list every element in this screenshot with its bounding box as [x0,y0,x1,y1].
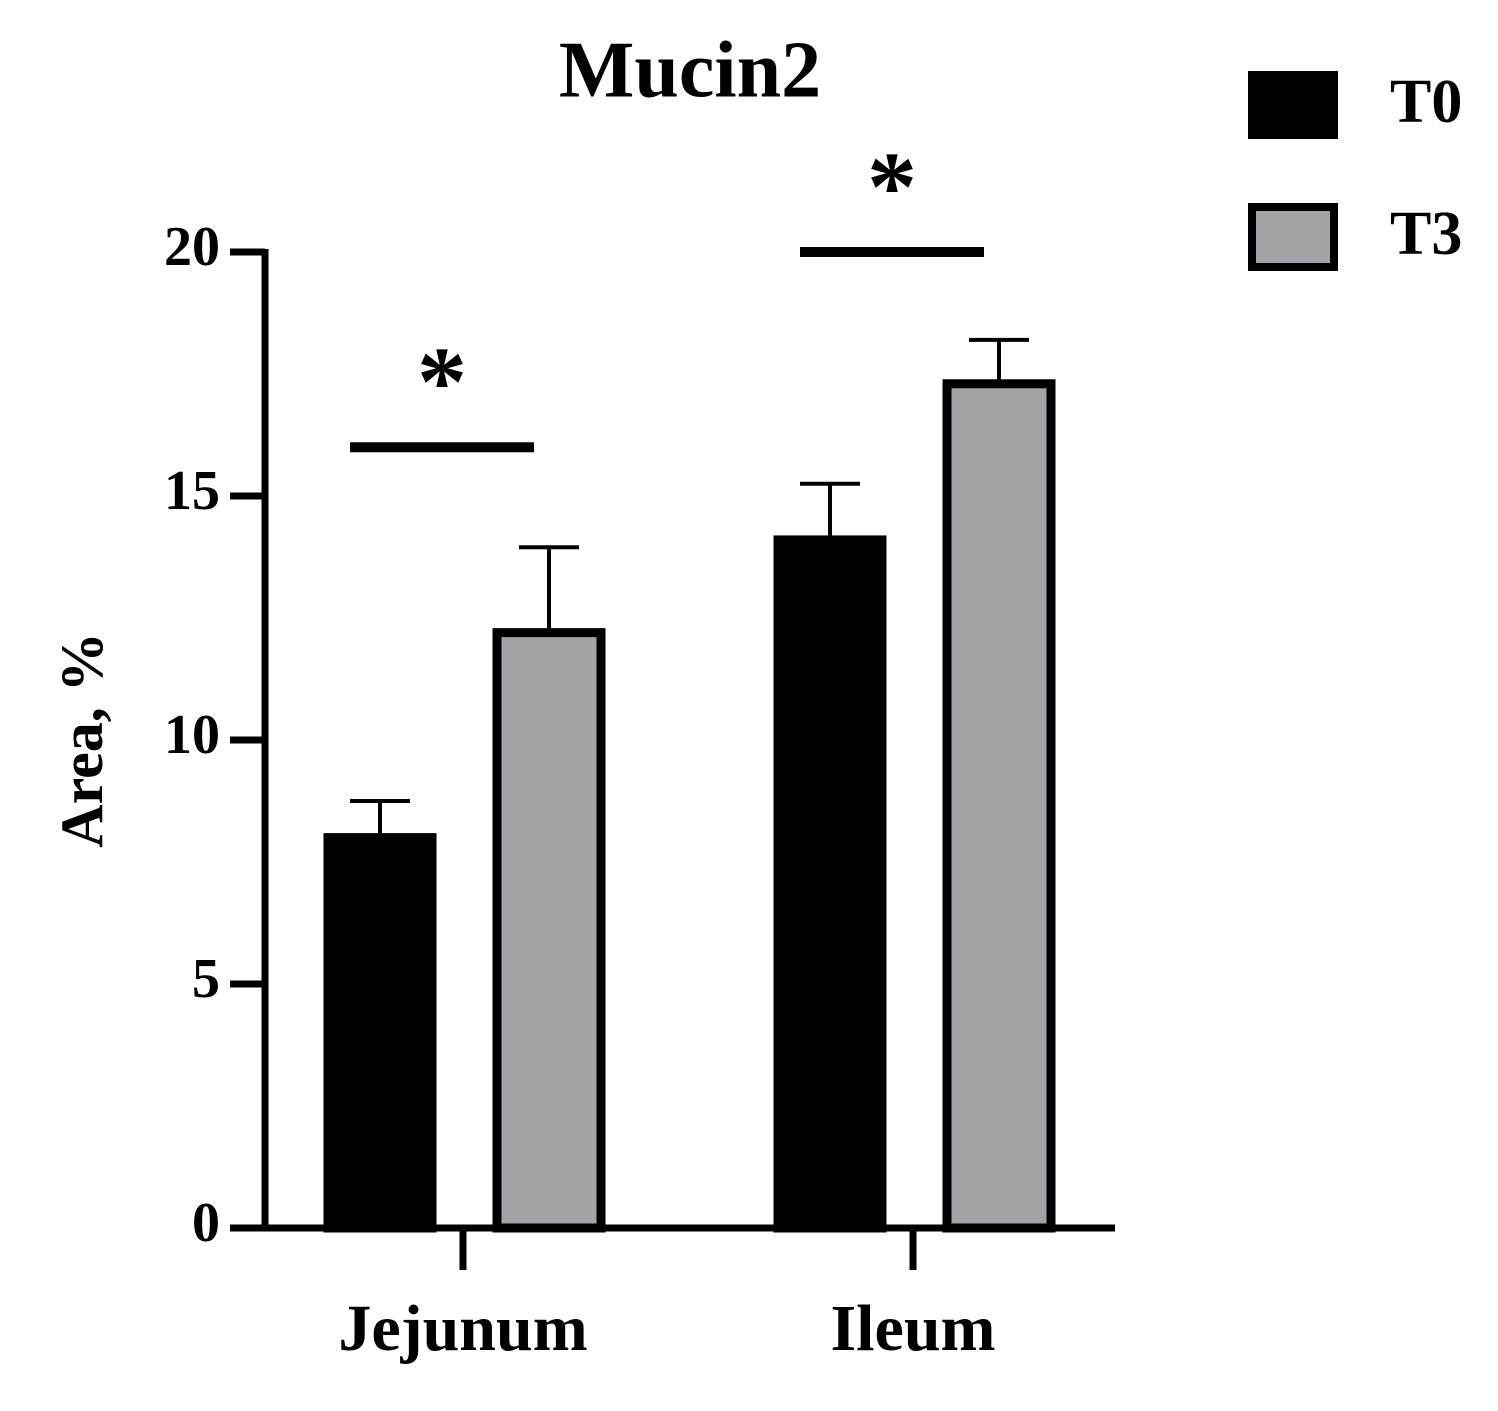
legend-swatch [1248,71,1338,139]
bar [323,833,437,1233]
y-tick-label: 5 [192,948,220,1010]
chart-title: Mucin2 [559,26,821,114]
legend-swatch [1248,203,1338,271]
y-tick-label: 10 [164,704,220,766]
x-tick-label: Ileum [831,1292,996,1365]
y-axis-label: Area, % [49,632,115,848]
x-tick-label: Jejunum [338,1292,587,1365]
y-tick-label: 15 [164,460,220,522]
legend-label: T0 [1390,68,1462,136]
y-tick-label: 0 [192,1192,220,1254]
significance-marker: * [417,326,467,437]
y-tick-label: 20 [164,216,220,278]
bar [942,379,1056,1233]
bar [492,628,606,1233]
legend-label: T3 [1390,200,1462,268]
bar [773,535,887,1233]
significance-marker: * [867,131,917,242]
